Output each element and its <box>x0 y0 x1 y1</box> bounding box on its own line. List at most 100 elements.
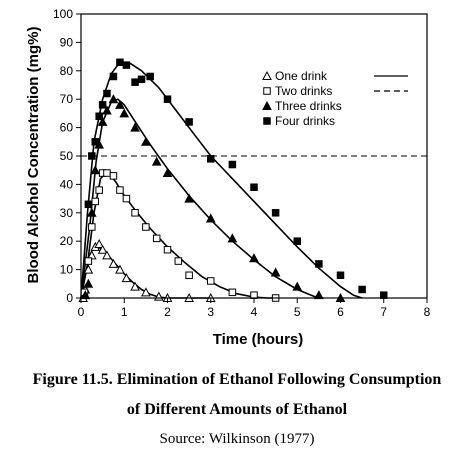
x-tick-label: 4 <box>251 305 258 319</box>
point-three-drinks <box>162 167 173 178</box>
x-tick-label: 8 <box>424 305 431 319</box>
point-two-drinks <box>152 234 161 243</box>
point-four-drinks <box>146 72 154 81</box>
y-tick-label: 80 <box>60 64 74 78</box>
point-four-drinks <box>137 75 146 84</box>
point-two-drinks <box>122 194 131 203</box>
x-tick-label: 2 <box>164 305 171 319</box>
point-four-drinks <box>84 200 93 209</box>
point-two-drinks <box>131 209 139 217</box>
data-points <box>78 58 388 302</box>
legend-label-four-drinks: Four drinks <box>275 114 335 128</box>
point-two-drinks <box>103 169 111 177</box>
point-four-drinks <box>185 118 193 126</box>
legend-label-two-drinks: Two drinks <box>275 84 332 98</box>
point-three-drinks <box>205 213 216 223</box>
point-two-drinks <box>88 223 96 231</box>
point-four-drinks <box>95 112 103 120</box>
point-three-drinks <box>130 122 140 132</box>
point-three-drinks <box>141 136 151 146</box>
point-three-drinks <box>97 116 108 126</box>
legend-marker-four-drinks <box>263 117 271 125</box>
point-four-drinks <box>116 58 124 67</box>
point-four-drinks <box>336 271 345 280</box>
legend-label-one-drink: One drink <box>275 69 328 83</box>
legend-marker-two-drinks <box>263 87 271 95</box>
point-four-drinks <box>98 101 107 109</box>
point-two-drinks <box>116 186 124 194</box>
point-four-drinks <box>228 160 237 169</box>
y-tick-label: 30 <box>60 206 74 220</box>
point-four-drinks <box>103 89 111 98</box>
point-three-drinks <box>314 290 324 300</box>
y-tick-label: 90 <box>60 35 74 49</box>
y-tick-label: 10 <box>60 263 74 277</box>
point-three-drinks <box>86 207 97 217</box>
point-four-drinks <box>91 138 100 146</box>
point-three-drinks <box>227 233 238 243</box>
point-one-drink <box>94 238 104 249</box>
figure-caption-line2: of Different Amounts of Ethanol <box>126 401 348 418</box>
legend-label-three-drinks: Three drinks <box>275 99 342 113</box>
x-tick-label: 5 <box>294 305 301 319</box>
point-four-drinks <box>109 72 118 81</box>
x-tick-label: 3 <box>207 305 214 319</box>
y-tick-label: 0 <box>66 291 73 305</box>
legend-marker-three-drinks <box>262 100 272 110</box>
x-tick-label: 7 <box>380 305 387 319</box>
point-three-drinks <box>119 108 130 118</box>
point-three-drinks <box>184 193 194 203</box>
point-one-drink <box>141 287 151 297</box>
y-tick-label: 50 <box>60 149 74 163</box>
point-two-drinks <box>163 245 172 254</box>
point-one-drink <box>83 264 94 274</box>
point-three-drinks <box>102 105 112 115</box>
y-tick-label: 40 <box>60 177 74 191</box>
point-four-drinks <box>131 78 139 86</box>
y-axis-title: Blood Alcohol Concentration (mg%) <box>25 27 42 284</box>
point-three-drinks <box>151 156 162 166</box>
x-tick-label: 0 <box>78 305 85 319</box>
y-tick-label: 20 <box>60 234 74 248</box>
point-three-drinks <box>80 290 91 300</box>
point-two-drinks <box>207 277 215 285</box>
point-two-drinks <box>228 288 237 297</box>
point-four-drinks <box>358 285 366 294</box>
point-four-drinks <box>271 209 280 217</box>
x-tick-label: 6 <box>337 305 344 319</box>
point-one-drink <box>130 281 140 291</box>
point-two-drinks <box>95 186 103 194</box>
point-four-drinks <box>315 260 323 268</box>
point-one-drink <box>121 273 132 283</box>
point-three-drinks <box>249 253 259 263</box>
point-one-drink <box>102 250 112 260</box>
point-three-drinks <box>292 281 303 291</box>
y-tick-label: 60 <box>60 121 74 135</box>
figure-source: Source: Wilkinson (1977) <box>159 431 315 447</box>
point-four-drinks <box>207 155 215 163</box>
point-three-drinks <box>90 165 101 175</box>
x-tick-label: 1 <box>121 305 128 319</box>
point-four-drinks <box>163 95 172 103</box>
legend-marker-one-drink <box>262 70 272 80</box>
point-two-drinks <box>185 271 193 280</box>
point-three-drinks <box>270 267 281 277</box>
point-four-drinks <box>293 237 301 245</box>
y-tick-label: 100 <box>53 7 73 21</box>
x-axis-title: Time (hours) <box>213 331 304 348</box>
point-one-drink <box>97 244 108 254</box>
point-three-drinks <box>108 94 119 104</box>
point-one-drink <box>115 264 125 274</box>
point-four-drinks <box>122 61 131 69</box>
point-two-drinks <box>174 257 183 265</box>
point-four-drinks <box>250 183 258 191</box>
point-three-drinks <box>115 99 125 109</box>
point-two-drinks <box>109 172 118 180</box>
point-two-drinks <box>142 223 150 231</box>
y-tick-label: 70 <box>60 92 74 106</box>
point-two-drinks <box>84 257 93 265</box>
curve-three-drinks <box>80 98 324 299</box>
curve-two-drinks <box>80 170 276 299</box>
